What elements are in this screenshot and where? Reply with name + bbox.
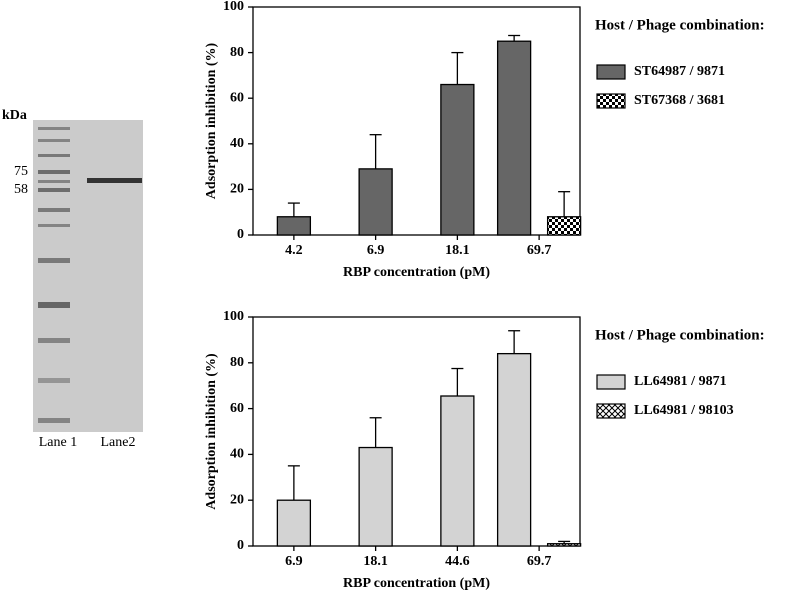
legend-swatch — [596, 374, 626, 390]
bar — [440, 83, 475, 236]
x-tick-label: 6.9 — [285, 554, 303, 569]
bar — [440, 395, 475, 547]
x-tick-label: 69.7 — [527, 243, 552, 258]
bar — [496, 40, 532, 236]
legend-title: Host / Phage combination: — [595, 17, 765, 33]
ladder — [38, 127, 70, 423]
legend-swatch — [596, 93, 626, 109]
y-tick-label: 60 — [230, 401, 244, 416]
lane-label: Lane 1 — [39, 435, 77, 450]
y-tick-label: 0 — [237, 538, 244, 553]
x-axis-label: RBP concentration (pM) — [343, 576, 490, 591]
y-axis-label: Adsorption inhibition (%) — [204, 353, 219, 510]
x-tick-label: 44.6 — [445, 554, 470, 569]
y-tick-label: 20 — [230, 492, 244, 507]
x-tick-label: 4.2 — [285, 243, 303, 258]
legend-label: LL64981 / 98103 — [634, 403, 734, 418]
legend-title: Host / Phage combination: — [595, 327, 765, 343]
bar — [358, 168, 393, 236]
legend-label: ST64987 / 9871 — [634, 64, 725, 79]
x-tick-label: 18.1 — [445, 243, 470, 258]
y-tick-label: 40 — [230, 447, 244, 462]
marker-label: 58 — [14, 182, 28, 197]
y-tick-label: 60 — [230, 90, 244, 105]
plot-frame — [252, 6, 581, 236]
legend-label: ST67368 / 3681 — [634, 93, 725, 108]
y-tick-label: 40 — [230, 136, 244, 151]
marker-label: 75 — [14, 164, 28, 179]
bar — [546, 216, 582, 236]
x-tick-label: 6.9 — [367, 243, 385, 258]
lane-label: Lane2 — [101, 435, 136, 450]
y-tick-label: 100 — [223, 0, 244, 14]
bar — [496, 352, 532, 547]
bar — [276, 216, 312, 236]
y-tick-label: 80 — [230, 355, 244, 370]
bar — [546, 543, 582, 547]
gel-unit: kDa — [2, 108, 27, 123]
legend-label: LL64981 / 9871 — [634, 374, 727, 389]
bar — [358, 446, 393, 547]
bar — [276, 499, 312, 547]
legend-swatch — [596, 64, 626, 80]
x-axis-label: RBP concentration (pM) — [343, 265, 490, 280]
gel: kDa 75 58 Lane 1 Lane2 — [2, 108, 143, 450]
x-tick-label: 18.1 — [363, 554, 388, 569]
y-tick-label: 20 — [230, 182, 244, 197]
y-tick-label: 0 — [237, 227, 244, 242]
x-tick-label: 69.7 — [527, 554, 552, 569]
legend-swatch — [596, 403, 626, 419]
y-tick-label: 80 — [230, 45, 244, 60]
y-tick-label: 100 — [223, 309, 244, 324]
y-axis-label: Adsorption inhibition (%) — [204, 42, 219, 199]
gel-image — [33, 120, 143, 432]
plot-frame — [252, 316, 581, 547]
protein-band — [87, 178, 142, 183]
